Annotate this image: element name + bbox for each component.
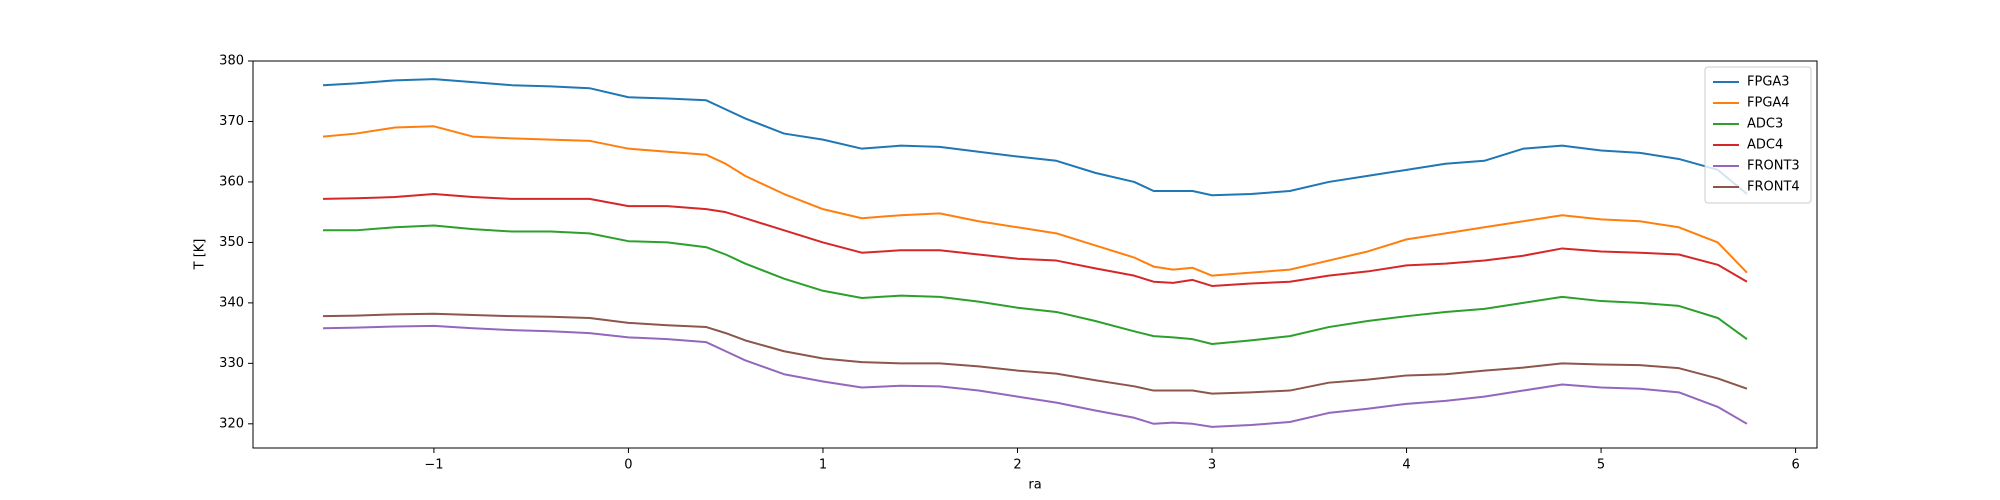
x-tick-label: 3 [1208,458,1216,473]
x-tick-label: 2 [1013,458,1021,473]
legend-box [1704,66,1812,204]
legend-label: FRONT3 [1747,159,1800,174]
y-tick-label: 320 [219,416,244,431]
legend-label: FPGA3 [1747,75,1790,90]
x-tick-label: 6 [1791,458,1799,473]
x-axis-label: ra [1028,478,1041,493]
series-line [323,224,1748,345]
x-tick-label: −1 [424,458,443,473]
series-line [323,193,1748,287]
series-line [323,312,1748,395]
y-tick-label: 380 [219,54,244,69]
y-tick-label: 350 [219,235,244,250]
y-tick-label: 360 [219,174,244,189]
plot-frame [252,60,1818,449]
legend-label: FRONT4 [1747,180,1800,195]
y-axis-label: T [K] [193,239,208,271]
x-tick-label: 1 [819,458,827,473]
legend-label: ADC3 [1747,117,1783,132]
y-tick-label: 370 [219,114,244,129]
x-tick-label: 0 [624,458,632,473]
x-tick-label: 4 [1402,458,1410,473]
series-line [322,125,1748,277]
legend-label: ADC4 [1747,138,1783,153]
series-line [323,324,1748,428]
legend-label: FPGA4 [1747,96,1790,111]
y-tick-label: 330 [219,356,244,371]
series-line [322,78,1748,197]
x-tick-label: 5 [1597,458,1605,473]
y-tick-label: 340 [219,295,244,310]
